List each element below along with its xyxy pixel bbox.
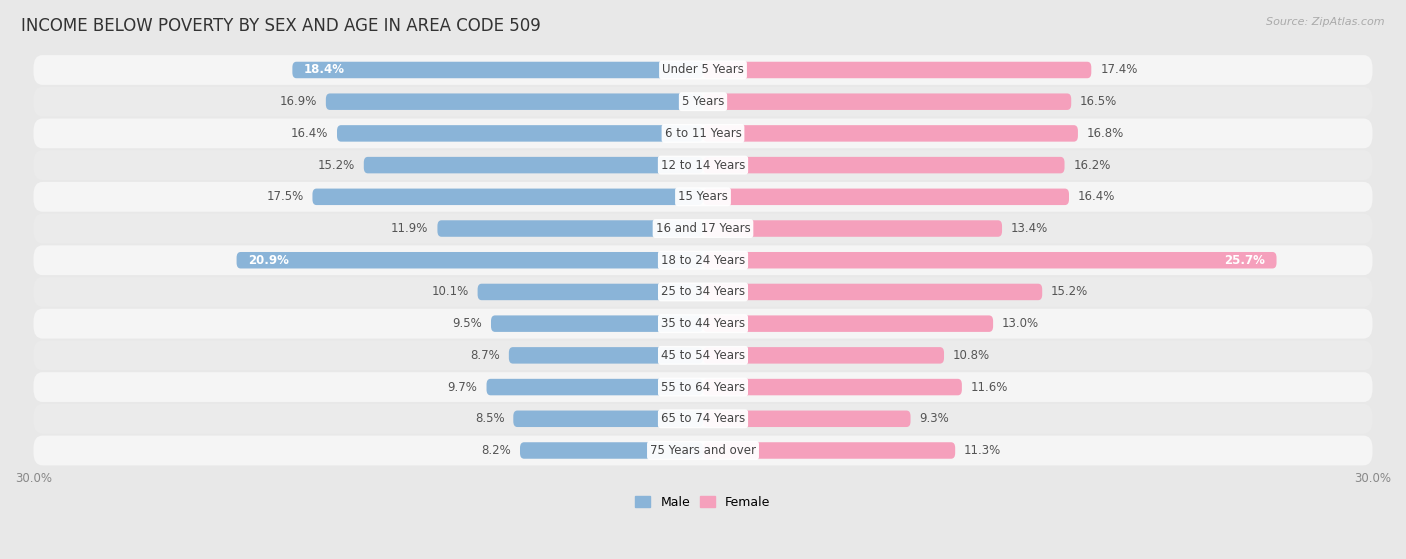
FancyBboxPatch shape [703,220,1002,237]
FancyBboxPatch shape [478,284,703,300]
Text: 35 to 44 Years: 35 to 44 Years [661,317,745,330]
Text: 16.4%: 16.4% [1078,190,1115,203]
FancyBboxPatch shape [34,309,1372,339]
FancyBboxPatch shape [326,93,703,110]
Text: 16.8%: 16.8% [1087,127,1123,140]
Text: Under 5 Years: Under 5 Years [662,64,744,77]
FancyBboxPatch shape [34,87,1372,117]
FancyBboxPatch shape [437,220,703,237]
Text: Source: ZipAtlas.com: Source: ZipAtlas.com [1267,17,1385,27]
Legend: Male, Female: Male, Female [630,491,776,514]
Text: 8.7%: 8.7% [470,349,501,362]
FancyBboxPatch shape [364,157,703,173]
Text: 11.9%: 11.9% [391,222,429,235]
Text: 15.2%: 15.2% [318,159,354,172]
Text: 6 to 11 Years: 6 to 11 Years [665,127,741,140]
FancyBboxPatch shape [703,188,1069,205]
Text: 25.7%: 25.7% [1225,254,1265,267]
Text: 25 to 34 Years: 25 to 34 Years [661,286,745,299]
Text: 18.4%: 18.4% [304,64,344,77]
FancyBboxPatch shape [337,125,703,141]
FancyBboxPatch shape [703,61,1091,78]
Text: 9.7%: 9.7% [447,381,478,394]
FancyBboxPatch shape [34,245,1372,275]
Text: 12 to 14 Years: 12 to 14 Years [661,159,745,172]
Text: 17.4%: 17.4% [1101,64,1137,77]
Text: 10.1%: 10.1% [432,286,468,299]
FancyBboxPatch shape [34,435,1372,466]
Text: INCOME BELOW POVERTY BY SEX AND AGE IN AREA CODE 509: INCOME BELOW POVERTY BY SEX AND AGE IN A… [21,17,541,35]
Text: 13.0%: 13.0% [1002,317,1039,330]
Text: 5 Years: 5 Years [682,95,724,108]
FancyBboxPatch shape [34,340,1372,370]
Text: 11.3%: 11.3% [965,444,1001,457]
Text: 16.9%: 16.9% [280,95,316,108]
Text: 10.8%: 10.8% [953,349,990,362]
FancyBboxPatch shape [34,182,1372,212]
FancyBboxPatch shape [703,442,955,459]
Text: 16.4%: 16.4% [291,127,328,140]
FancyBboxPatch shape [312,188,703,205]
FancyBboxPatch shape [703,93,1071,110]
FancyBboxPatch shape [703,347,943,363]
FancyBboxPatch shape [292,61,703,78]
FancyBboxPatch shape [34,404,1372,434]
FancyBboxPatch shape [34,372,1372,402]
Text: 18 to 24 Years: 18 to 24 Years [661,254,745,267]
Text: 15.2%: 15.2% [1052,286,1088,299]
Text: 9.5%: 9.5% [453,317,482,330]
Text: 75 Years and over: 75 Years and over [650,444,756,457]
FancyBboxPatch shape [703,315,993,332]
Text: 17.5%: 17.5% [266,190,304,203]
FancyBboxPatch shape [703,252,1277,268]
Text: 9.3%: 9.3% [920,413,949,425]
FancyBboxPatch shape [703,379,962,395]
Text: 16.5%: 16.5% [1080,95,1118,108]
FancyBboxPatch shape [513,410,703,427]
Text: 16.2%: 16.2% [1073,159,1111,172]
Text: 55 to 64 Years: 55 to 64 Years [661,381,745,394]
FancyBboxPatch shape [520,442,703,459]
FancyBboxPatch shape [703,157,1064,173]
Text: 8.5%: 8.5% [475,413,505,425]
FancyBboxPatch shape [703,125,1078,141]
Text: 16 and 17 Years: 16 and 17 Years [655,222,751,235]
FancyBboxPatch shape [34,55,1372,85]
FancyBboxPatch shape [34,277,1372,307]
Text: 11.6%: 11.6% [970,381,1008,394]
Text: 65 to 74 Years: 65 to 74 Years [661,413,745,425]
Text: 15 Years: 15 Years [678,190,728,203]
FancyBboxPatch shape [34,119,1372,148]
FancyBboxPatch shape [703,284,1042,300]
FancyBboxPatch shape [34,214,1372,243]
Text: 13.4%: 13.4% [1011,222,1049,235]
FancyBboxPatch shape [486,379,703,395]
FancyBboxPatch shape [509,347,703,363]
Text: 20.9%: 20.9% [247,254,288,267]
FancyBboxPatch shape [491,315,703,332]
Text: 8.2%: 8.2% [481,444,510,457]
FancyBboxPatch shape [236,252,703,268]
Text: 45 to 54 Years: 45 to 54 Years [661,349,745,362]
FancyBboxPatch shape [34,150,1372,180]
FancyBboxPatch shape [703,410,911,427]
